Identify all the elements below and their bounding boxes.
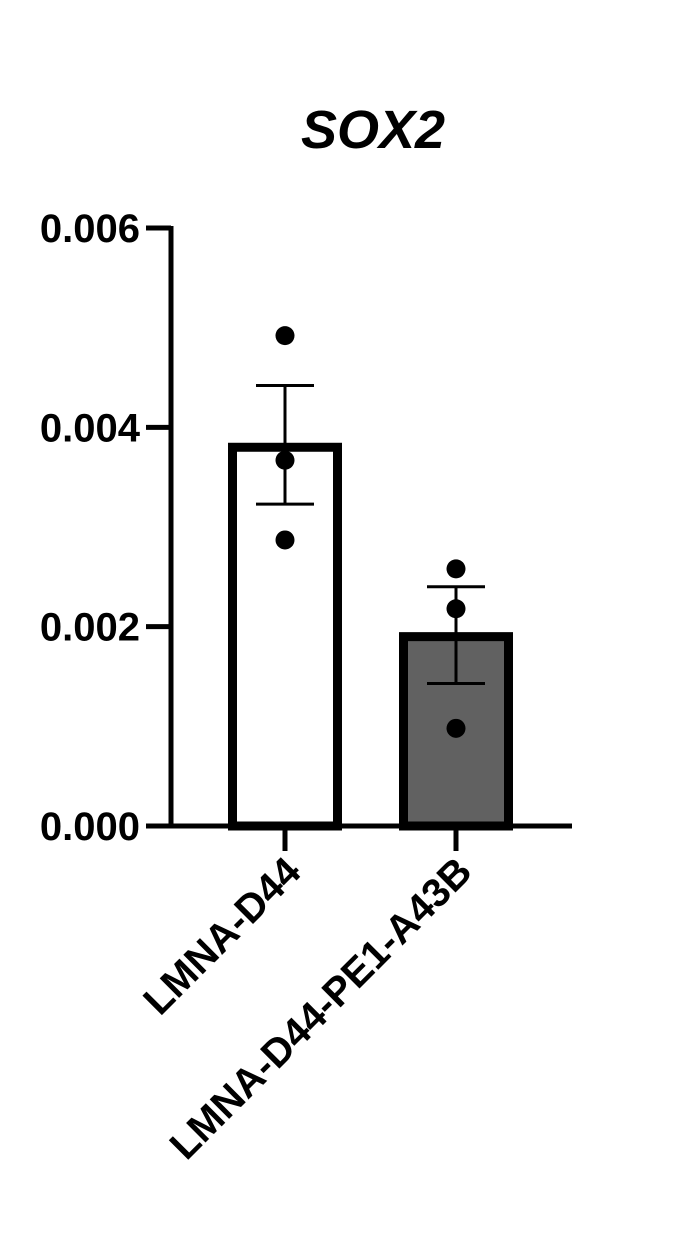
data-point-1-3 (275, 530, 295, 550)
data-points (275, 326, 466, 738)
x-category-label-1: LMNA-D44 (135, 849, 310, 1024)
y-tick-label-0: 0.000 (40, 805, 140, 849)
error-bars (256, 383, 485, 685)
x-category-label-2: LMNA-D44-PE1-A43B (162, 849, 481, 1168)
y-tick-label-2: 0.004 (40, 406, 141, 450)
y-tick-label-3: 0.006 (40, 207, 140, 251)
chart-title: SOX2 (301, 100, 445, 160)
y-tick-label-1: 0.002 (40, 606, 140, 650)
bar-1 (228, 442, 342, 831)
data-point-1-2 (275, 450, 295, 470)
data-point-2-2 (446, 599, 466, 619)
data-point-2-3 (446, 718, 466, 738)
data-point-1-1 (275, 326, 295, 346)
data-point-2-1 (446, 559, 466, 579)
